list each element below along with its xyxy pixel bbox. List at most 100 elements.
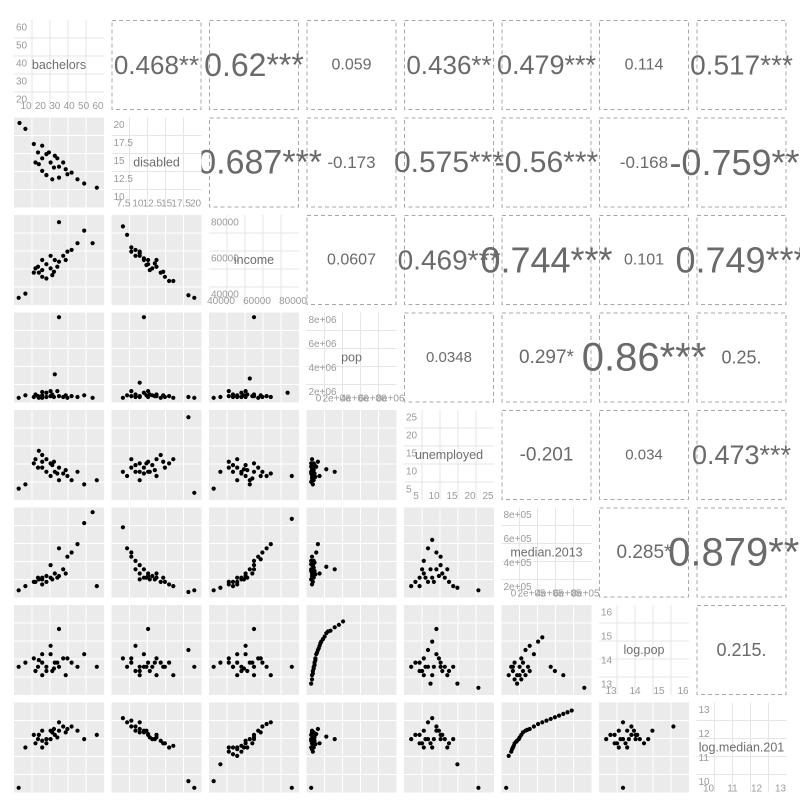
diagonal-panel-5: 5 10 15 20 25 5 10 15 20 25 unemployed: [404, 410, 494, 502]
scatter-point: [309, 554, 315, 559]
scatter-point: [250, 571, 255, 576]
scatter-point: [423, 737, 428, 742]
correlation-value: 0.86***: [582, 336, 707, 380]
scatter-point: [322, 634, 327, 639]
scatter-point: [36, 577, 41, 582]
scatter-point: [55, 156, 60, 161]
corr-panel-r3-c6: 0.744***: [480, 215, 613, 305]
scatter-point: [137, 668, 142, 674]
scatter-point: [243, 462, 248, 468]
scatter-point: [230, 462, 236, 468]
panel-background: [209, 702, 299, 793]
scatter-point: [129, 656, 134, 661]
scatter-point: [251, 558, 257, 564]
scatter-point: [285, 390, 290, 395]
scatter-point: [476, 785, 481, 790]
variable-label: bachelors: [32, 58, 86, 72]
scatter-point: [186, 589, 191, 595]
scatter-point: [33, 266, 38, 271]
corr-panel-border: [404, 20, 494, 110]
scatter-point: [129, 554, 134, 559]
scatter-panel-r5-c2: [111, 410, 202, 500]
scatter-point: [235, 394, 240, 400]
scatter-point: [421, 673, 426, 678]
scatter-point: [413, 579, 418, 585]
scatter-point: [268, 720, 273, 725]
scatter-point: [23, 745, 28, 750]
scatter-point: [247, 737, 252, 742]
correlation-value: 0.62***: [204, 47, 304, 83]
scatter-point: [517, 664, 522, 669]
scatter-point: [438, 563, 443, 568]
scatter-point: [451, 584, 456, 589]
scatter-point: [161, 575, 166, 580]
scatter-point: [311, 569, 316, 574]
scatter-point: [561, 673, 566, 678]
scatter-point: [540, 720, 545, 725]
corr-panel-r1-c6: 0.479***: [497, 20, 597, 110]
scatter-point: [431, 579, 436, 585]
scatter-point: [141, 315, 146, 320]
scatter-point: [230, 664, 236, 669]
scatter-point: [626, 737, 631, 742]
diagonal-y-tick: 6e+05: [504, 534, 533, 545]
scatter-point: [129, 389, 134, 394]
scatter-point: [226, 745, 231, 750]
scatter-point: [230, 579, 236, 585]
scatter-point: [133, 462, 138, 468]
scatter-point: [23, 660, 28, 665]
scatter-point: [510, 668, 515, 674]
scatter-point: [69, 247, 74, 253]
scatter-point: [137, 469, 142, 474]
scatter-point: [241, 666, 247, 671]
scatter-point: [33, 579, 38, 585]
scatter-point: [315, 459, 320, 464]
panel-background: [14, 117, 104, 208]
scatter-point: [63, 468, 68, 473]
scatter-point: [161, 269, 166, 274]
scatter-point: [154, 656, 159, 661]
scatter-point: [315, 542, 320, 547]
corr-panel-border: [696, 410, 787, 500]
scatter-point: [519, 656, 524, 661]
scatter-panel-r3-c2: [111, 215, 202, 305]
scatter-point: [561, 711, 566, 717]
correlation-value: 0.114: [625, 57, 664, 74]
scatter-point: [557, 713, 562, 718]
scatter-point: [313, 657, 318, 663]
scatter-point: [637, 737, 642, 742]
diagonal-x-tick: 60000: [243, 296, 271, 307]
scatter-point: [82, 652, 87, 657]
scatter-point: [150, 462, 155, 468]
scatter-point: [625, 745, 630, 750]
correlation-value: 0.297*: [519, 347, 575, 368]
scatter-point: [421, 571, 426, 576]
scatter-point: [51, 394, 57, 400]
scatter-point: [409, 737, 414, 742]
scatter-point: [16, 395, 21, 400]
scatter-point: [309, 582, 315, 587]
scatter-point: [440, 668, 445, 674]
scatter-point: [515, 681, 520, 686]
scatter-point: [48, 266, 53, 271]
scatter-point: [239, 749, 244, 754]
scatter-point: [167, 461, 172, 466]
correlation-value: 0.468**: [114, 50, 199, 80]
scatter-point: [137, 563, 142, 568]
correlation-value: 0.436**: [406, 50, 491, 80]
scatter-point: [455, 681, 460, 686]
scatter-point: [629, 724, 634, 729]
scatter-point: [56, 220, 62, 225]
corr-panel-r2-c8: -0.759***: [669, 117, 800, 208]
scatter-point: [36, 732, 41, 738]
diagonal-y-tick: 4e+06: [309, 363, 338, 374]
panel-background: [14, 605, 104, 695]
panel-background: [111, 410, 202, 500]
scatter-panel-r5-c4: [306, 410, 397, 500]
scatter-point: [56, 546, 62, 551]
scatter-point: [82, 521, 87, 526]
scatter-point: [310, 671, 315, 676]
scatter-point: [211, 779, 216, 784]
scatter-point: [186, 394, 191, 400]
